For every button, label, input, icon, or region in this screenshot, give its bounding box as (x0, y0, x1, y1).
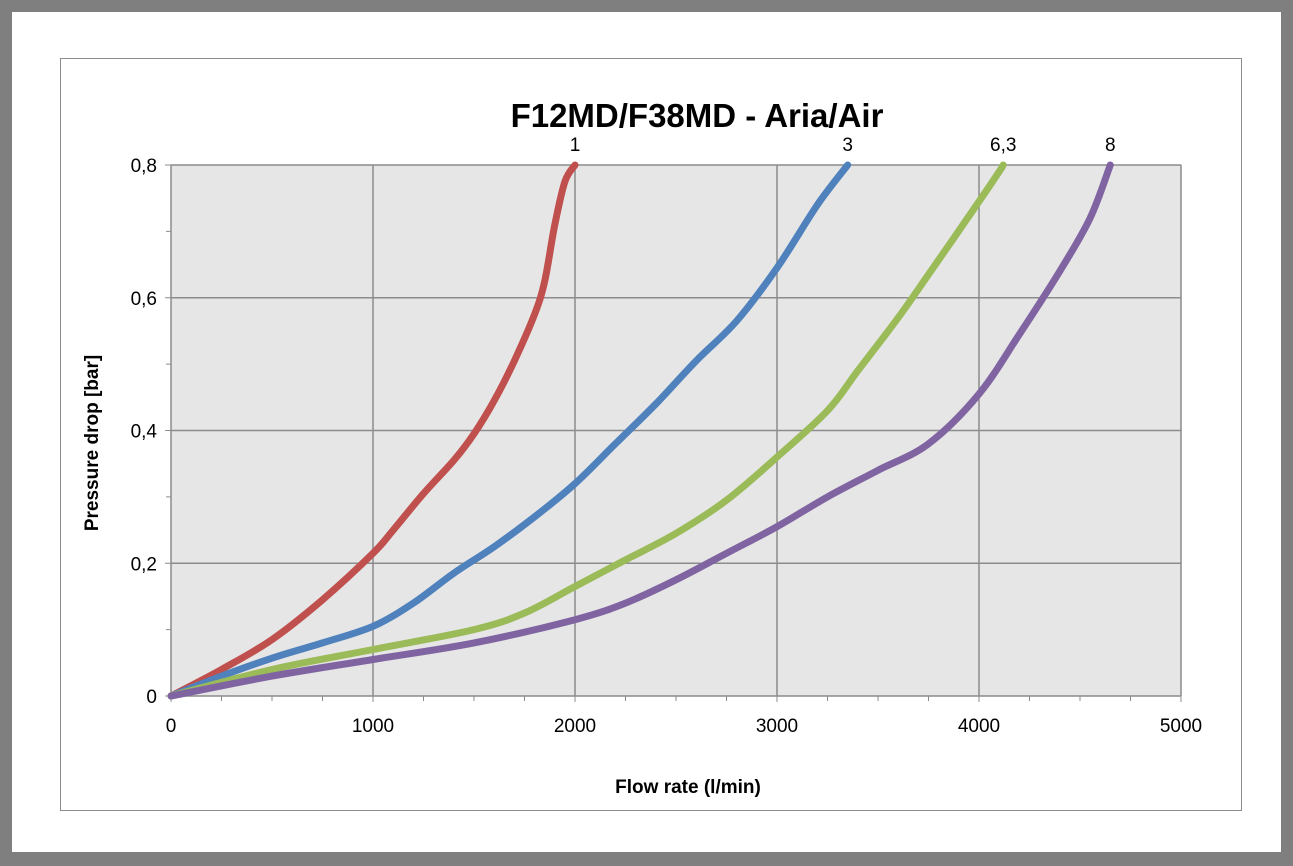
series-group (167, 161, 1114, 700)
x-axis-title: Flow rate (l/min) (615, 777, 761, 798)
series-line-6-3 (167, 161, 1007, 700)
chart-title: F12MD/F38MD - Aria/Air (511, 97, 884, 134)
series-label-3: 3 (842, 135, 853, 156)
x-tick-label: 0 (166, 716, 177, 737)
x-tick-label: 2000 (554, 716, 596, 737)
chart-area: 0 1000 2000 3000 4000 5000 0 0,2 0,4 0,6 0,8 1 3 6,3… (60, 58, 1242, 811)
minor-ticks (165, 164, 1182, 702)
y-tick-label: 0,4 (131, 422, 158, 443)
x-tick-label: 5000 (1160, 716, 1202, 737)
series-line-8 (167, 161, 1114, 700)
y-tick-label: 0,6 (131, 289, 157, 310)
y-tick-label: 0 (146, 687, 157, 708)
series-labels: 1 3 6,3 8 (570, 135, 1116, 156)
series-label-8: 8 (1105, 135, 1116, 156)
y-tick-label: 0,8 (131, 156, 157, 177)
y-tick-label: 0,2 (131, 554, 157, 575)
chart-frame: 0 1000 2000 3000 4000 5000 0 0,2 0,4 0,6 0,8 1 3 6,3… (12, 12, 1281, 852)
tick-labels: 0 1000 2000 3000 4000 5000 0 0,2 0,4 0,6 0,8 (131, 156, 1203, 737)
y-axis-title: Pressure drop [bar] (82, 355, 103, 531)
series-label-1: 1 (570, 135, 581, 156)
x-tick-label: 4000 (958, 716, 1000, 737)
series-line-3 (167, 161, 852, 700)
gridlines (170, 164, 1182, 697)
series-line-1 (167, 161, 579, 700)
series-label-6-3: 6,3 (990, 135, 1016, 156)
x-tick-label: 3000 (756, 716, 798, 737)
x-tick-label: 1000 (352, 716, 394, 737)
